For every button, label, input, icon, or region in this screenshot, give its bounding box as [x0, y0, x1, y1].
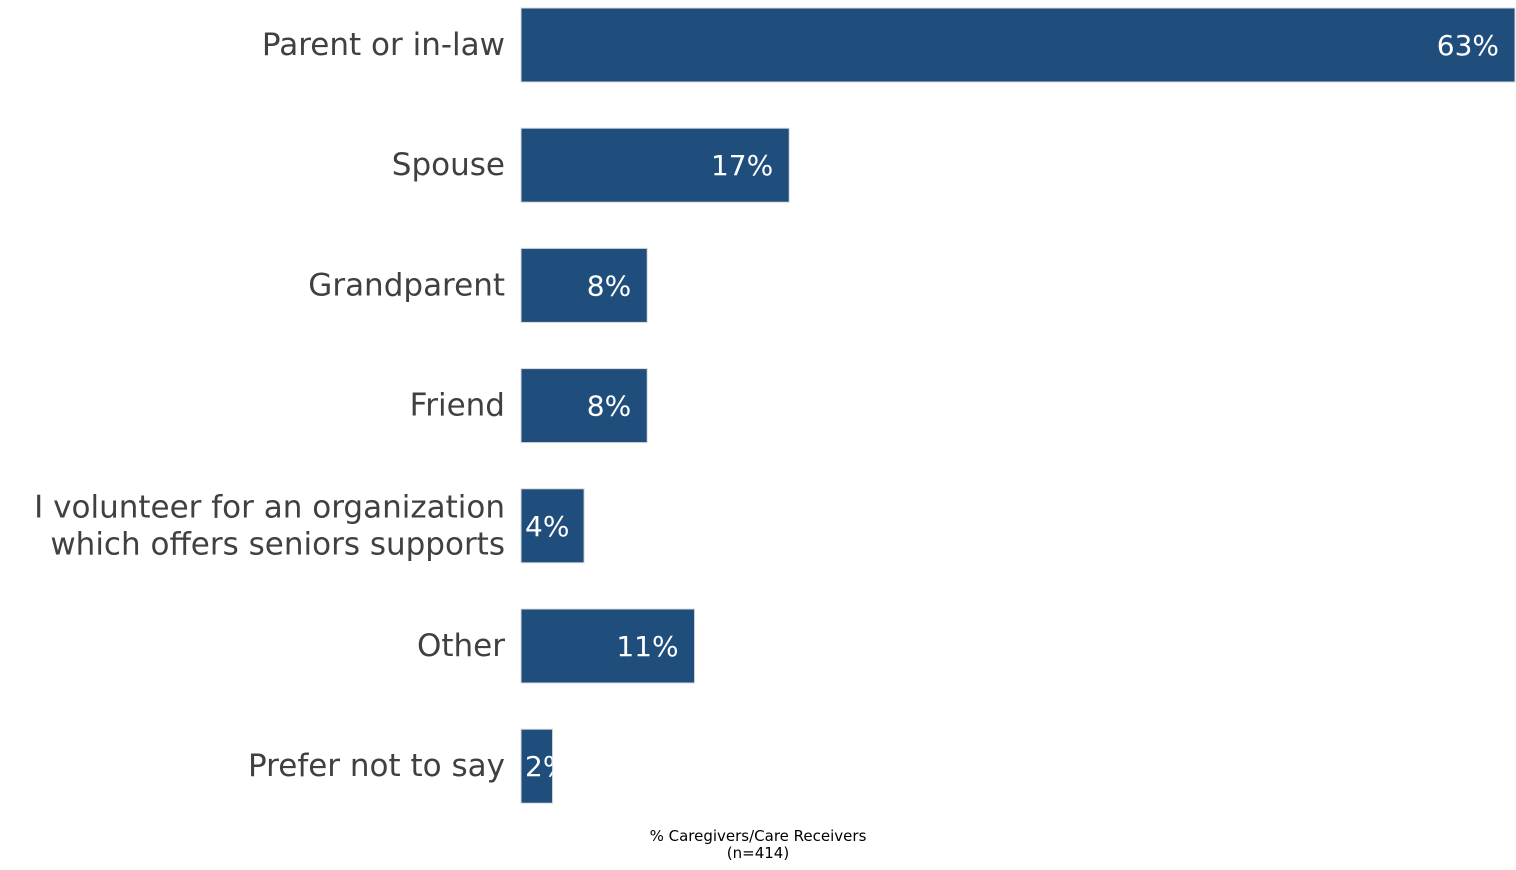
bar-chart: Parent or in-law 63% Spouse 17% Grandparent 8…: [34, 7, 1516, 804]
bar: [520, 127, 790, 203]
category-label: I volunteer for an organization which off…: [34, 489, 505, 562]
value-label: 4%: [525, 510, 569, 543]
value-label: 11%: [616, 630, 678, 663]
category-label: Friend: [410, 388, 505, 424]
bar: [520, 608, 696, 684]
bar: [520, 488, 585, 564]
value-label: 2%: [525, 750, 569, 783]
category-label: Other: [417, 628, 505, 664]
category-label: Grandparent: [308, 267, 505, 303]
x-axis-label: % Caregivers/Care Receivers (n=414): [0, 828, 1516, 862]
bar: [520, 368, 648, 444]
value-label: 8%: [587, 390, 631, 423]
bar: [520, 7, 1516, 83]
bar: [520, 247, 648, 323]
x-axis-label-line2: (n=414): [726, 844, 790, 862]
category-label: Prefer not to say: [248, 748, 505, 784]
bar: [520, 728, 554, 804]
value-label: 63%: [1437, 29, 1499, 62]
value-label: 8%: [587, 269, 631, 302]
category-label: Spouse: [392, 147, 505, 183]
value-label: 17%: [711, 149, 773, 182]
x-axis-label-line1: % Caregivers/Care Receivers: [649, 827, 867, 845]
category-label: Parent or in-law: [262, 27, 505, 63]
